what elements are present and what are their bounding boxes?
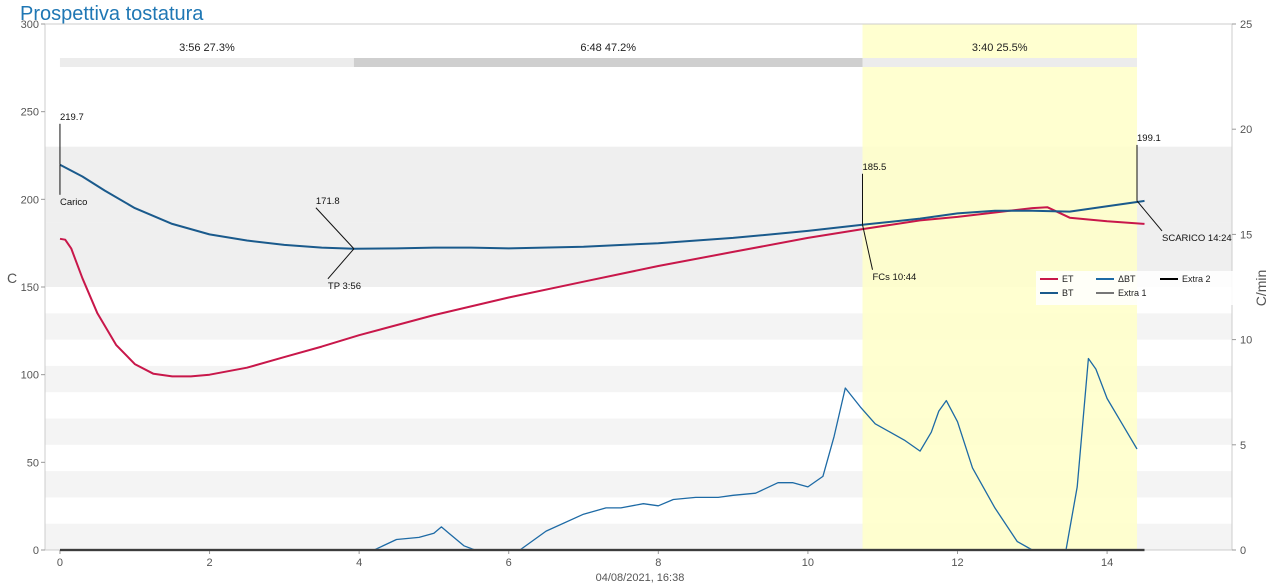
legend-label: BT (1062, 288, 1074, 298)
x-tick-label: 2 (206, 557, 212, 569)
phase-label: 3:56 27.3% (179, 42, 235, 54)
x-axis-label: 04/08/2021, 16:38 (596, 572, 685, 584)
y-right-tick-label: 5 (1240, 440, 1246, 452)
x-tick-label: 4 (356, 557, 362, 569)
y-right-tick-label: 25 (1240, 19, 1252, 31)
phase-segment (59, 58, 354, 67)
y-right-tick-label: 10 (1240, 335, 1252, 347)
legend-label: Extra 1 (1118, 288, 1147, 298)
annotation-value: 219.7 (60, 112, 84, 123)
y-left-tick-label: 150 (21, 282, 39, 294)
x-tick-label: 0 (57, 557, 63, 569)
legend-label: Extra 2 (1182, 274, 1211, 284)
annotation-value: 171.8 (316, 196, 340, 207)
annotation-event: Carico (60, 197, 87, 208)
y-axis-left-label: C (7, 270, 17, 286)
legend-box (1036, 271, 1236, 305)
y-right-tick-label: 15 (1240, 229, 1252, 241)
legend-label: ET (1062, 274, 1074, 284)
x-tick-label: 12 (951, 557, 963, 569)
y-left-tick-label: 250 (21, 107, 39, 119)
x-tick-label: 6 (506, 557, 512, 569)
chart-title: Prospettiva tostatura (20, 3, 204, 25)
annotation-leader (315, 207, 355, 250)
annotation-value: 199.1 (1137, 133, 1161, 144)
y-left-tick-label: 50 (27, 457, 39, 469)
y-axis-right-label: C/min (1253, 270, 1269, 307)
series-line-et (59, 206, 1145, 378)
phase-label: 6:48 47.2% (580, 42, 636, 54)
x-tick-label: 10 (802, 557, 814, 569)
series-line-bt (59, 163, 1145, 250)
x-tick-label: 14 (1101, 557, 1113, 569)
legend: ET BT ΔBT Extra 1 Extra 2 (1036, 271, 1236, 305)
annotation-event: FCs 10:44 (873, 272, 917, 283)
phase-segment (353, 58, 863, 67)
x-tick-label: 8 (655, 557, 661, 569)
y-left-tick-label: 300 (21, 19, 39, 31)
annotation-event: TP 3:56 (328, 281, 361, 292)
annotation-leader (862, 224, 873, 270)
annotation-leader (1136, 200, 1163, 232)
y-left-tick-label: 200 (21, 194, 39, 206)
annotation-event: SCARICO 14:24 (1162, 233, 1232, 244)
y-left-tick-label: 100 (21, 370, 39, 382)
annotation-leader (327, 248, 355, 280)
y-right-tick-label: 20 (1240, 124, 1252, 136)
series-lines (59, 163, 1145, 552)
y-right-tick-label: 0 (1240, 545, 1246, 557)
y-left-tick-label: 0 (33, 545, 39, 557)
phase-segment (862, 58, 1138, 67)
legend-label: ΔBT (1118, 274, 1136, 284)
phase-label: 3:40 25.5% (972, 42, 1028, 54)
annotation-value: 185.5 (863, 162, 887, 173)
annotations: 219.7 Carico 171.8 TP 3:56 185.5 FCs 10:44 199… (59, 112, 1232, 292)
phase-bar: 3:56 27.3% 6:48 47.2% 3:40 25.5% (59, 42, 1138, 67)
